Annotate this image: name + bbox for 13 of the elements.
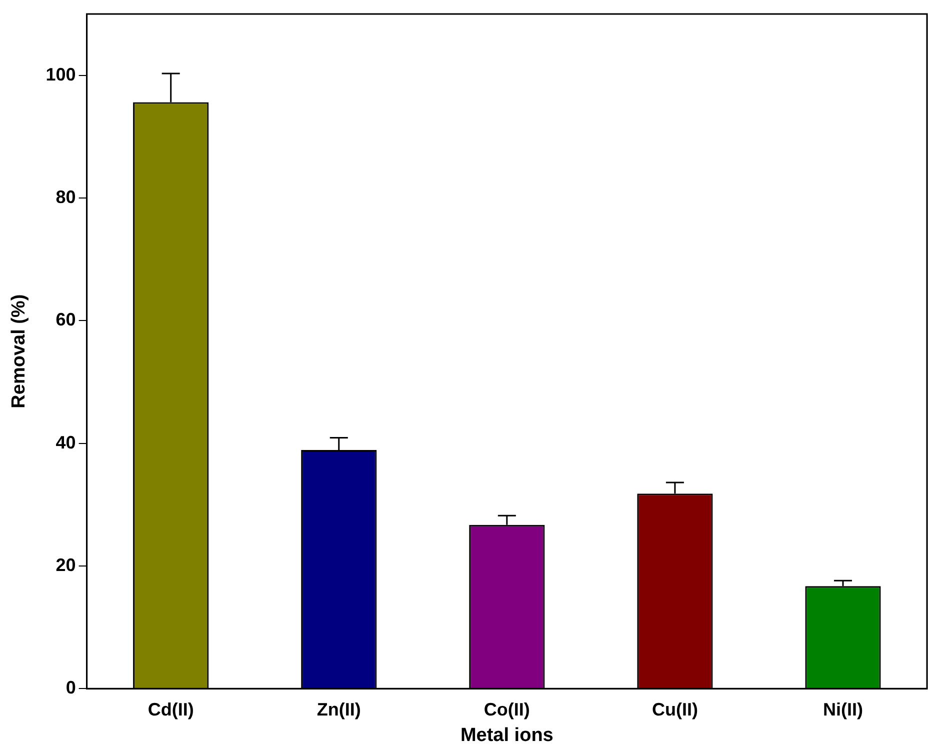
x-tick-label: Zn(II) [316, 699, 361, 720]
y-tick-label: 40 [56, 432, 76, 452]
y-tick-label: 80 [56, 186, 76, 207]
x-axis-title: Metal ions [460, 724, 554, 746]
x-tick-label: Cd(II) [148, 699, 194, 720]
y-tick-label: 60 [56, 310, 76, 330]
x-tick-label: Co(II) [484, 699, 530, 720]
y-axis-title: Removal (%) [8, 294, 30, 408]
y-tick-label: 20 [56, 554, 76, 575]
y-tick-label: 0 [66, 678, 76, 698]
y-tick-label: 100 [46, 64, 76, 84]
x-tick-label: Cu(II) [652, 699, 698, 720]
x-tick-label: Ni(II) [822, 699, 863, 720]
